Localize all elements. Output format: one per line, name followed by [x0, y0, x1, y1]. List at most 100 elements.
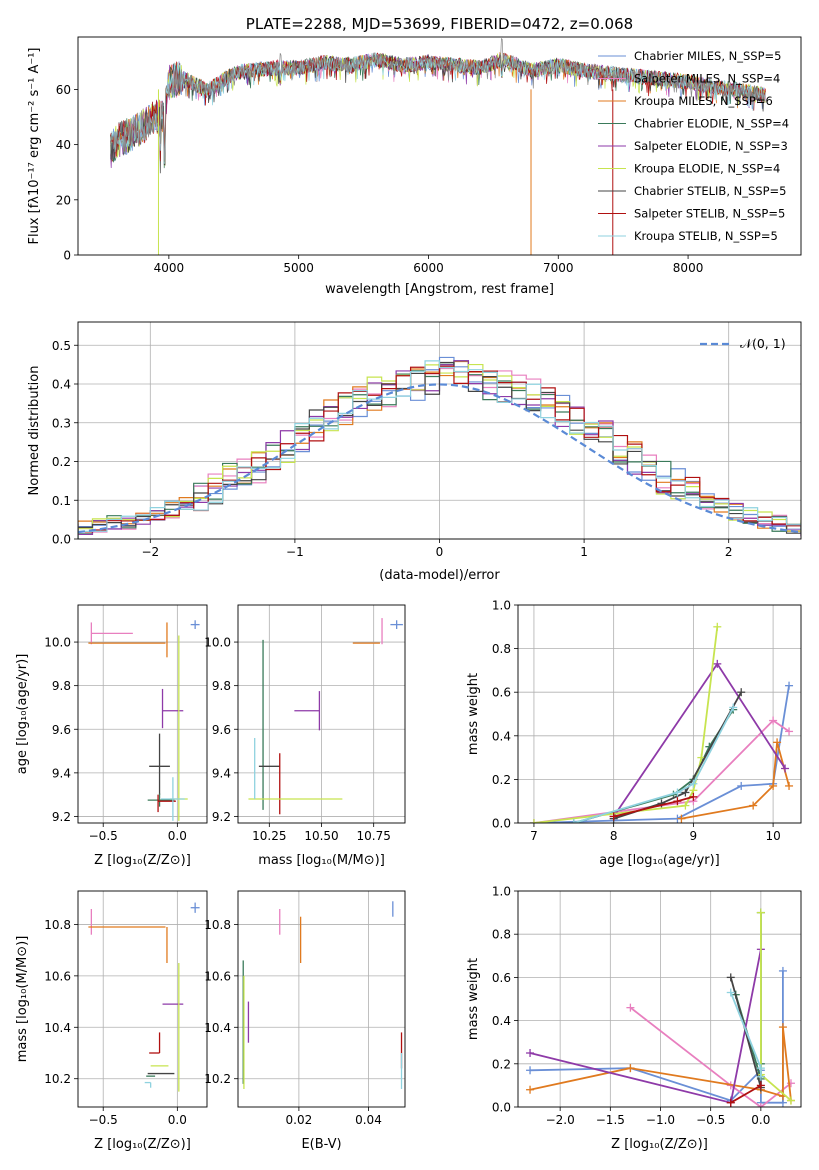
legend-entry: Chabrier MILES, N_SSP=5 [634, 49, 781, 63]
x-tick-label: 8000 [673, 261, 704, 275]
y-axis-label: Normed distribution [27, 366, 42, 496]
x-axis-label: Z [log₁₀(Z/Z⊙)] [94, 1137, 191, 1152]
panel-4-border [237, 604, 406, 824]
weight-line-5 [529, 949, 762, 1104]
y-tick-label: 9.4 [212, 766, 231, 780]
y-tick-label: 9.4 [52, 766, 71, 780]
errorbar-points [88, 620, 200, 821]
y-tick-label: 0.0 [492, 1101, 511, 1115]
spectrum-lines [110, 37, 766, 255]
legend: Chabrier MILES, N_SSP=5 Salpeter MILES, N… [598, 49, 789, 243]
y-tick-label: 10.6 [204, 969, 231, 983]
y-tick-label: 0.2 [52, 455, 71, 469]
weight-line-9 [573, 707, 734, 823]
panel-8-border [517, 890, 802, 1108]
panel-3-border [77, 604, 208, 824]
y-tick-label: 10.8 [204, 918, 231, 932]
x-tick-label: 0.0 [751, 1113, 770, 1127]
x-tick-label: 9 [690, 829, 698, 843]
x-tick-label: −2.0 [546, 1113, 575, 1127]
y-tick-label: 10.4 [204, 1021, 231, 1035]
x-axis-label: mass [log₁₀(M/M⊙)] [258, 853, 385, 868]
x-tick-label: −1.5 [596, 1113, 625, 1127]
y-tick-label: 40 [56, 138, 71, 152]
y-tick-label: 10.0 [204, 636, 231, 650]
x-axis-label: Z [log₁₀(Z/Z⊙)] [611, 1137, 708, 1152]
x-tick-label: 4000 [154, 261, 185, 275]
y-tick-label: 10.6 [44, 969, 71, 983]
panel-2-border [77, 321, 802, 540]
errorbar-points [248, 618, 403, 815]
x-tick-label: 1 [580, 545, 588, 559]
legend-entry: 𝒩(0, 1) [740, 336, 786, 351]
legend-entry: Salpeter MILES, N_SSP=4 [634, 72, 780, 86]
panel-8-axes: −2.0 −1.5 −1.0 −0.5 0.0 0.0 0.2 0.4 0.6 0.8 1.0 [492, 885, 801, 1127]
y-tick-label: 0.1 [52, 494, 71, 508]
y-tick-label: 9.2 [52, 810, 71, 824]
x-tick-label: 10.75 [357, 829, 391, 843]
weight-line-3 [529, 1027, 792, 1101]
panel-4-axes: 10.25 10.50 10.75 9.2 9.4 9.6 9.8 10.0 [204, 605, 405, 843]
x-tick-label: −1.0 [646, 1113, 675, 1127]
y-tick-label: 0.0 [492, 817, 511, 831]
x-tick-label: −1 [286, 545, 304, 559]
y-axis-label: mass [log₁₀(M/M⊙)] [15, 936, 30, 1063]
y-tick-label: 1.0 [492, 599, 511, 613]
panel-1-axes: 4000 5000 6000 7000 8000 0 20 40 60 [56, 83, 704, 275]
histogram-series-9 [78, 360, 801, 535]
x-tick-label: 0.02 [286, 1113, 313, 1127]
y-tick-label: 0.6 [492, 971, 511, 985]
y-axis-label: mass weight [466, 958, 481, 1040]
panel-3-axes: −0.5 0.0 9.2 9.4 9.6 9.8 10.0 [44, 605, 207, 843]
y-tick-label: 9.6 [212, 723, 231, 737]
y-tick-label: 0.8 [492, 642, 511, 656]
y-tick-label: 0.4 [492, 729, 511, 743]
panel-1-border [77, 36, 802, 256]
x-tick-label: 10 [765, 829, 780, 843]
panel-7-axes: 0.02 0.04 10.2 10.4 10.6 10.8 [204, 891, 405, 1127]
legend-entry: Kroupa STELIB, N_SSP=5 [634, 229, 778, 243]
y-tick-label: 0.2 [492, 1057, 511, 1071]
y-axis-label: age [log₁₀(age/yr)] [15, 654, 30, 775]
weight-line-6 [760, 912, 792, 1102]
errorbar-points [242, 901, 403, 1089]
y-axis-label: Flux [fλ10⁻¹⁷ erg cm⁻² s⁻¹ A⁻¹] [27, 48, 42, 245]
panel-6-axes: −0.5 0.0 10.2 10.4 10.6 10.8 [44, 891, 207, 1127]
legend-entry: Salpeter STELIB, N_SSP=5 [634, 207, 785, 221]
y-tick-label: 9.6 [52, 723, 71, 737]
y-tick-label: 9.2 [212, 810, 231, 824]
x-tick-label: 5000 [283, 261, 314, 275]
y-tick-label: 0.0 [52, 533, 71, 547]
errorbar-points [88, 902, 200, 1092]
gaussian-curve [78, 383, 801, 534]
x-tick-label: 10.25 [252, 829, 286, 843]
x-axis-label: E(B-V) [301, 1137, 341, 1152]
x-axis-label: wavelength [Angstrom, rest frame] [325, 282, 554, 297]
legend-entry: Chabrier ELODIE, N_SSP=4 [634, 117, 789, 131]
legend-entry: Salpeter ELODIE, N_SSP=3 [634, 139, 788, 153]
panel-6-border [77, 890, 208, 1108]
panel-2-axes: −2 −1 0 1 2 0.0 0.1 0.2 0.3 0.4 0.5 [52, 322, 801, 559]
x-tick-label: −2 [141, 545, 159, 559]
y-tick-label: 0.3 [52, 416, 71, 430]
legend-entry: Chabrier STELIB, N_SSP=5 [634, 184, 786, 198]
y-tick-label: 20 [56, 193, 71, 207]
weight-line-8 [730, 1084, 762, 1104]
panel-7-border [237, 890, 406, 1108]
x-tick-label: 10.50 [304, 829, 338, 843]
x-tick-label: 0.04 [355, 1113, 382, 1127]
x-tick-label: −0.5 [89, 829, 118, 843]
x-tick-label: 0.0 [168, 1113, 187, 1127]
x-tick-label: 7000 [543, 261, 574, 275]
y-tick-label: 10.2 [204, 1072, 231, 1086]
x-tick-label: −0.5 [696, 1113, 725, 1127]
y-tick-label: 10.4 [44, 1021, 71, 1035]
panel-5-border [517, 604, 802, 824]
y-tick-label: 10.2 [44, 1072, 71, 1086]
y-tick-label: 10.0 [44, 636, 71, 650]
weight-line-5 [612, 662, 786, 818]
x-tick-label: 6000 [413, 261, 444, 275]
x-tick-label: 2 [725, 545, 733, 559]
y-tick-label: 0.8 [492, 928, 511, 942]
y-tick-label: 0.6 [492, 686, 511, 700]
